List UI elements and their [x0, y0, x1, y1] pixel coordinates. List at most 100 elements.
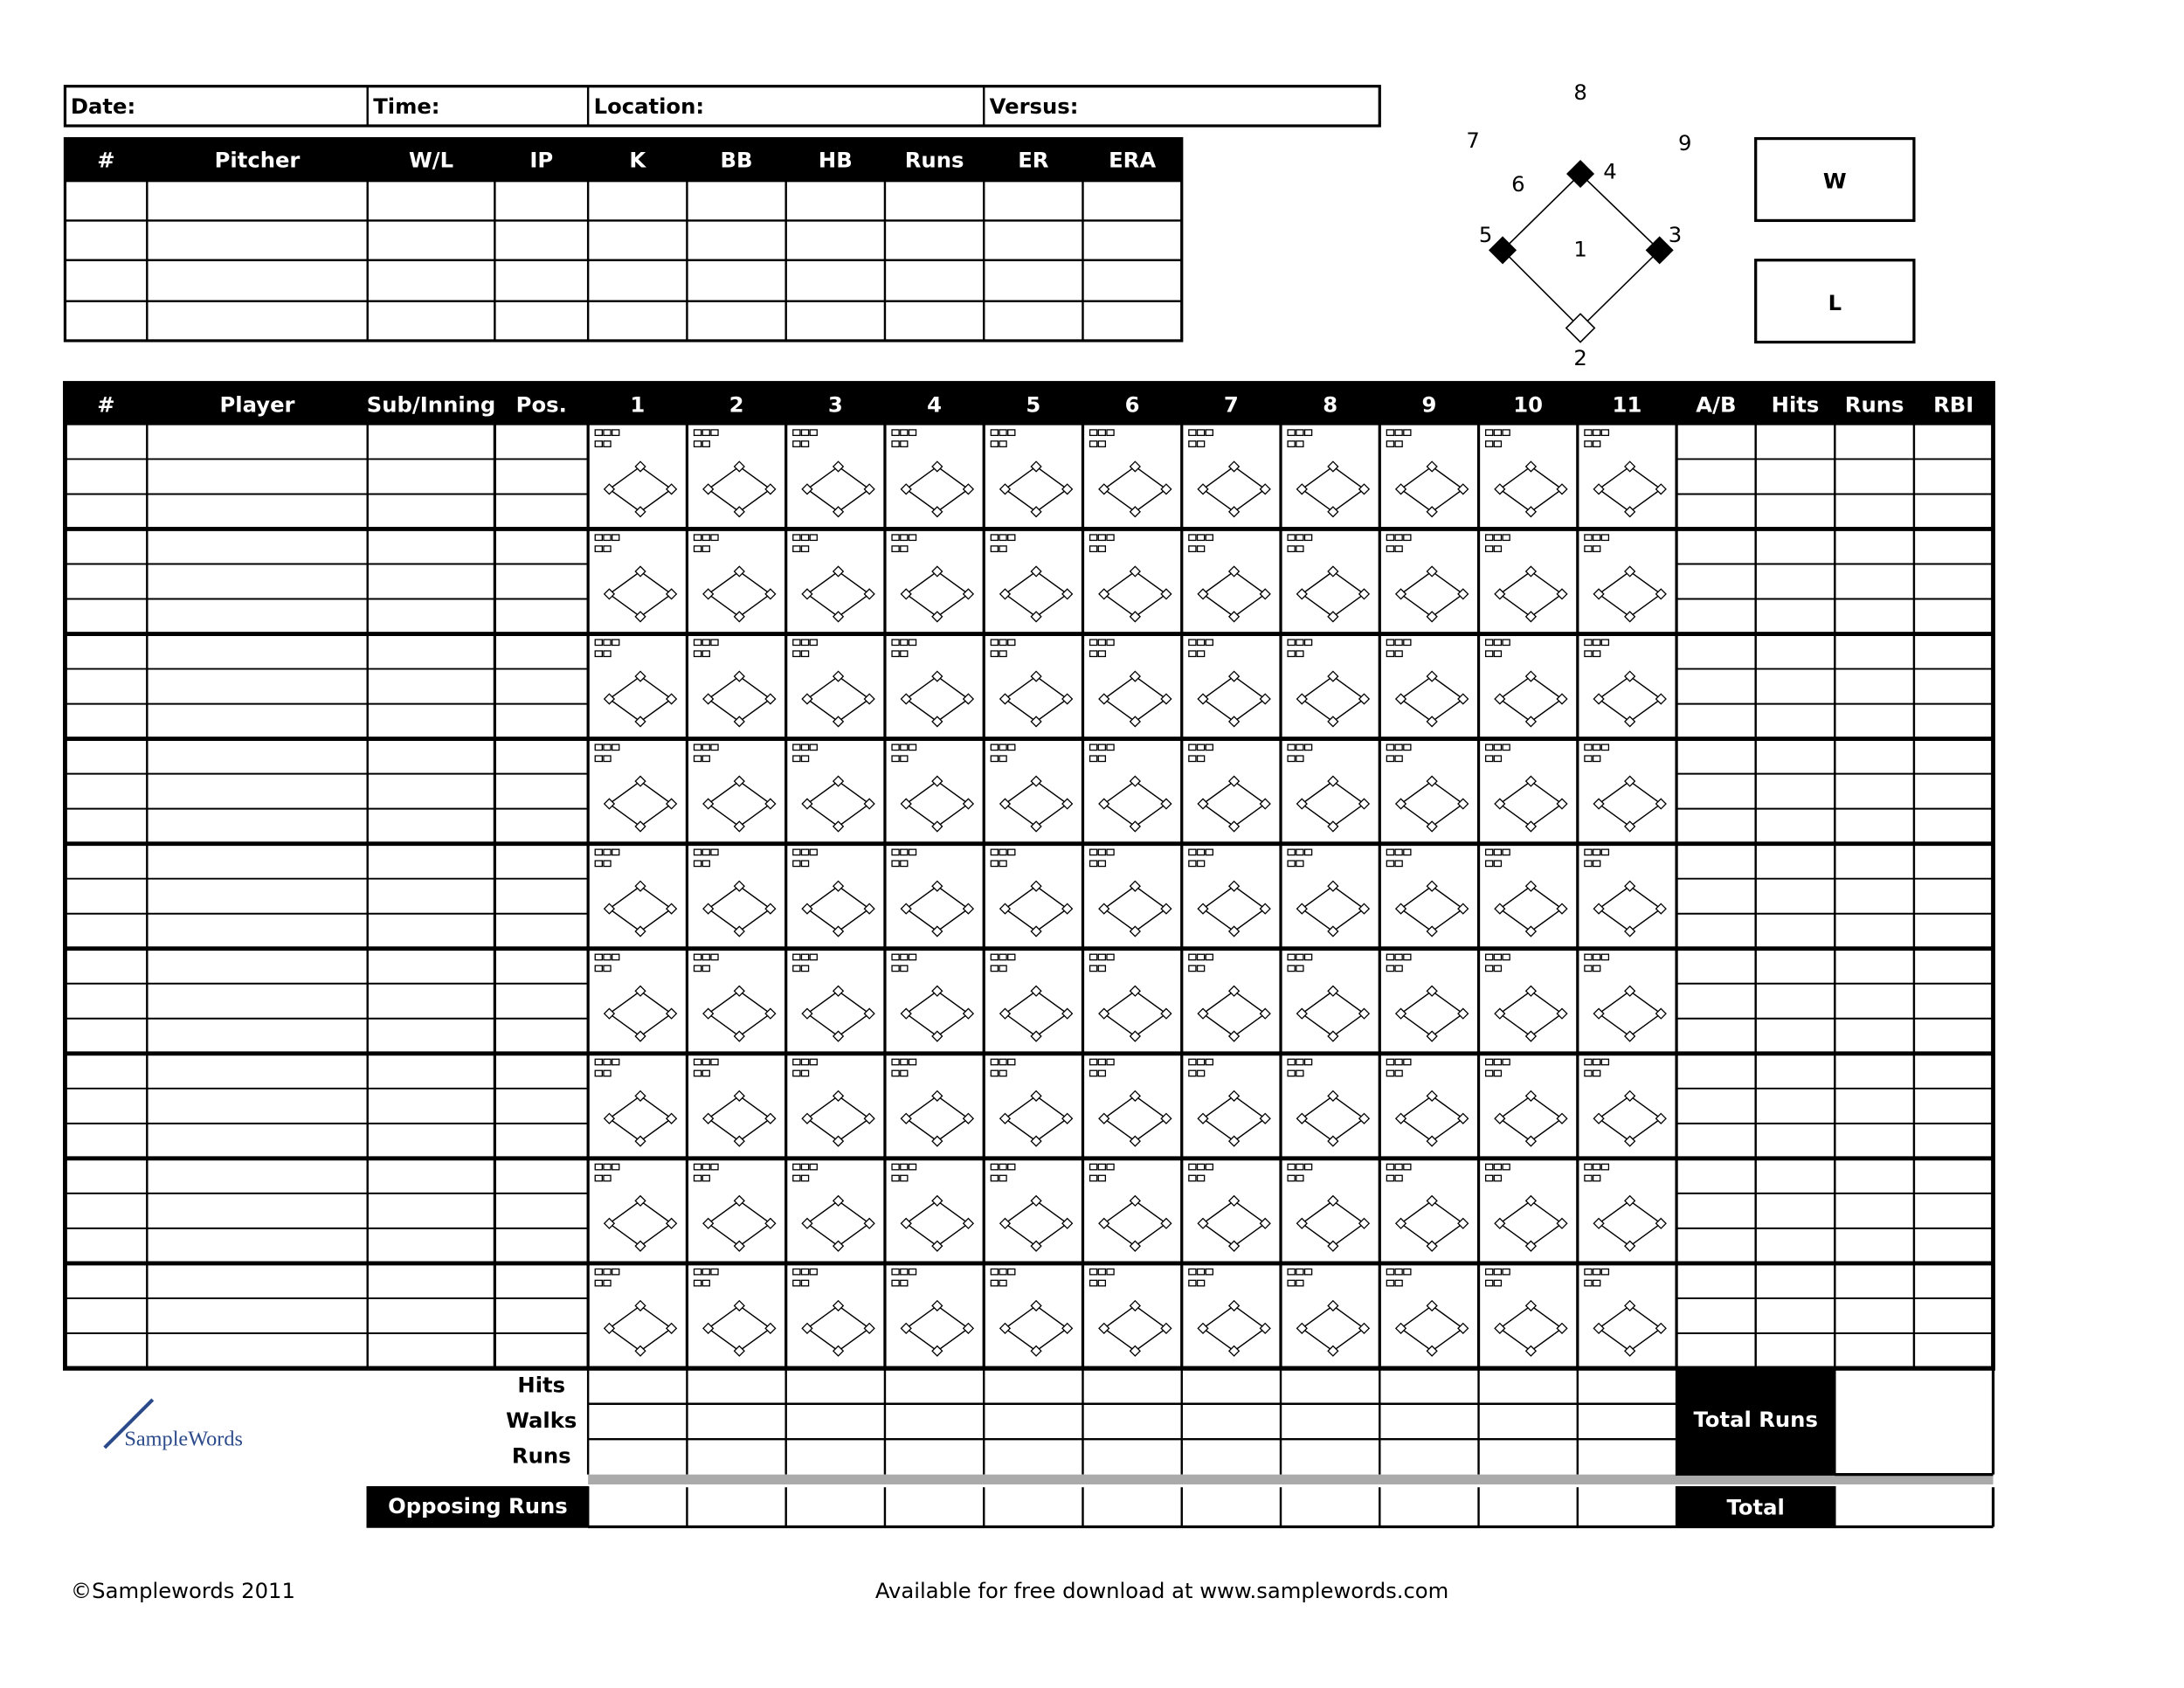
mini-base — [1030, 670, 1042, 682]
ball-box — [710, 1058, 719, 1066]
mini-base — [1494, 1217, 1506, 1229]
ball-box — [1106, 429, 1115, 437]
ball-box — [1502, 1163, 1510, 1171]
mini-base — [1160, 903, 1172, 915]
ball-box — [1584, 429, 1593, 437]
ball-box — [1196, 1163, 1206, 1171]
ball-box — [1007, 1163, 1016, 1171]
mini-base — [863, 1322, 875, 1334]
mini-diamond — [1301, 1095, 1365, 1143]
ball-box — [612, 639, 620, 647]
strike-box — [1394, 965, 1403, 972]
ball-box — [603, 1058, 612, 1066]
ball-box — [1188, 744, 1197, 751]
ball-box — [594, 1058, 603, 1066]
strike-box — [891, 545, 900, 553]
mini-base — [1061, 798, 1074, 810]
strike-box — [900, 650, 909, 658]
strike-box — [990, 650, 999, 658]
mini-base — [1129, 880, 1141, 892]
mini-base — [634, 985, 646, 997]
strike-box — [1592, 440, 1601, 447]
mini-base — [1030, 775, 1042, 787]
mini-base — [1593, 1322, 1605, 1334]
mini-base — [733, 611, 745, 623]
ball-box — [908, 639, 917, 647]
mini-base — [1394, 693, 1407, 705]
ball-box — [1097, 953, 1107, 961]
mini-base — [1098, 1322, 1110, 1334]
mini-diamond — [1400, 1095, 1464, 1143]
strike-box — [1196, 1174, 1206, 1182]
ball-box — [1007, 848, 1016, 856]
ball-box — [891, 1268, 900, 1276]
strike-box — [1493, 440, 1503, 447]
field-label: Time: — [373, 93, 439, 119]
strike-box — [800, 440, 810, 447]
ball-box — [702, 744, 710, 751]
mini-base — [1655, 1007, 1667, 1020]
mini-diamond — [1400, 780, 1464, 827]
strike-box — [891, 440, 900, 447]
strike-box — [792, 965, 801, 972]
strike-box — [693, 1069, 702, 1077]
mini-base — [962, 1322, 975, 1334]
mini-base — [1556, 588, 1568, 600]
ball-box — [990, 639, 999, 647]
mini-diamond — [707, 780, 772, 827]
ball-box — [693, 953, 702, 961]
mini-base — [1259, 693, 1271, 705]
strike-box — [1386, 965, 1395, 972]
mini-base — [1426, 1090, 1438, 1102]
ball-box — [999, 848, 1007, 856]
mini-diamond — [904, 466, 970, 513]
ball-box — [800, 1163, 810, 1171]
mini-diamond — [1597, 1200, 1662, 1248]
strike-box — [1097, 1174, 1107, 1182]
mini-base — [1624, 1299, 1636, 1312]
mini-base — [1327, 820, 1339, 833]
ball-box — [1502, 429, 1510, 437]
strike-box — [1386, 1279, 1395, 1287]
strike-box — [1296, 965, 1304, 972]
ball-box — [1600, 1268, 1610, 1276]
mini-base — [832, 985, 845, 997]
result-label: L — [1828, 290, 1842, 315]
mini-base — [1524, 670, 1538, 682]
mini-base — [733, 1030, 745, 1042]
column-header: Runs — [905, 147, 964, 172]
ball-box — [1097, 1058, 1107, 1066]
mini-diamond — [904, 1200, 970, 1248]
mini-base — [1655, 1217, 1667, 1229]
mini-diamond — [1004, 466, 1068, 513]
mini-base — [1358, 798, 1371, 810]
mini-base — [1494, 588, 1506, 600]
ball-box — [1188, 534, 1197, 542]
ball-box — [1089, 429, 1098, 437]
mini-diamond — [1004, 1304, 1068, 1352]
ball-box — [792, 429, 801, 437]
mini-base — [1394, 903, 1407, 915]
mini-diamond — [1004, 1095, 1068, 1143]
mini-base — [1129, 775, 1141, 787]
mini-base — [1227, 611, 1241, 623]
mini-base — [801, 903, 813, 915]
column-header: 5 — [1026, 391, 1040, 417]
mini-base — [832, 1194, 845, 1207]
ball-box — [1403, 534, 1412, 542]
mini-base — [801, 1322, 813, 1334]
ball-box — [1007, 744, 1016, 751]
mini-base — [1197, 1112, 1209, 1124]
mini-base — [1358, 1217, 1371, 1229]
mini-base — [863, 1007, 875, 1020]
strike-box — [891, 755, 900, 763]
mini-base — [1426, 611, 1438, 623]
mini-base — [1426, 460, 1438, 473]
opposing-box — [366, 1486, 590, 1528]
strike-box — [1287, 545, 1296, 553]
ball-box — [1600, 534, 1610, 542]
strike-box — [1188, 1069, 1197, 1077]
strike-box — [603, 1174, 612, 1182]
strike-box — [999, 440, 1007, 447]
mini-base — [832, 670, 845, 682]
